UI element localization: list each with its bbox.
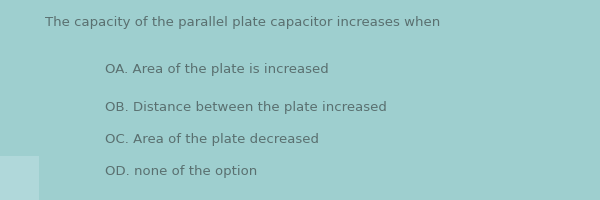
Text: The capacity of the parallel plate capacitor increases when: The capacity of the parallel plate capac… (45, 16, 440, 29)
FancyBboxPatch shape (0, 156, 39, 200)
Text: OB. Distance between the plate increased: OB. Distance between the plate increased (105, 102, 387, 114)
Text: OC. Area of the plate decreased: OC. Area of the plate decreased (105, 134, 319, 146)
Text: OA. Area of the plate is increased: OA. Area of the plate is increased (105, 64, 329, 76)
Text: OD. none of the option: OD. none of the option (105, 166, 257, 178)
